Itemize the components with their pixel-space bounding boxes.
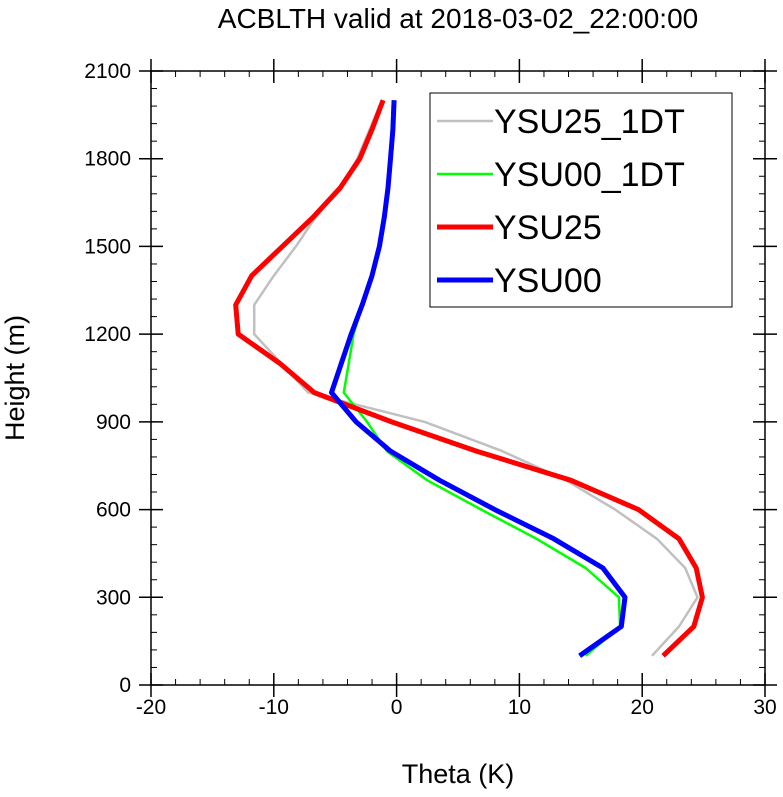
x-tick-label: 20 — [631, 696, 654, 719]
x-tick-label: 30 — [753, 696, 776, 719]
y-tick-label: 600 — [96, 499, 131, 522]
y-tick-label: 2100 — [84, 60, 131, 83]
y-axis-title: Height (m) — [0, 315, 30, 441]
legend-label: YSU25 — [494, 209, 602, 247]
legend: YSU25_1DT YSU00_1DT YSU25 YSU00 — [429, 92, 733, 308]
y-tick-label: 900 — [96, 411, 131, 434]
legend-label: YSU00 — [494, 262, 602, 300]
x-tick-labels: -20 -10 0 10 20 30 — [136, 696, 777, 719]
x-axis-title: Theta (K) — [402, 759, 515, 789]
x-tick-label: 0 — [391, 696, 403, 719]
series-line-ysu25 — [233, 99, 705, 658]
x-tick-label: -10 — [259, 696, 289, 719]
series-lines — [233, 99, 705, 658]
chart-title: ACBLTH valid at 2018-03-02_22:00:00 — [218, 3, 698, 34]
plot-frame — [150, 70, 766, 686]
x-tick-label: -20 — [136, 696, 166, 719]
y-tick-labels: 0 300 600 900 1200 1500 1800 2100 — [84, 60, 131, 697]
series-line-ysu00 — [329, 100, 628, 658]
y-tick-label: 1500 — [84, 235, 131, 258]
legend-label: YSU00_1DT — [494, 156, 685, 194]
legend-box — [429, 92, 733, 308]
x-tick-label: 10 — [508, 696, 531, 719]
y-tick-label: 300 — [96, 586, 131, 609]
legend-label: YSU25_1DT — [494, 103, 685, 141]
y-tick-label: 0 — [119, 674, 131, 697]
y-tick-label: 1200 — [84, 323, 131, 346]
y-tick-label: 1800 — [84, 148, 131, 171]
